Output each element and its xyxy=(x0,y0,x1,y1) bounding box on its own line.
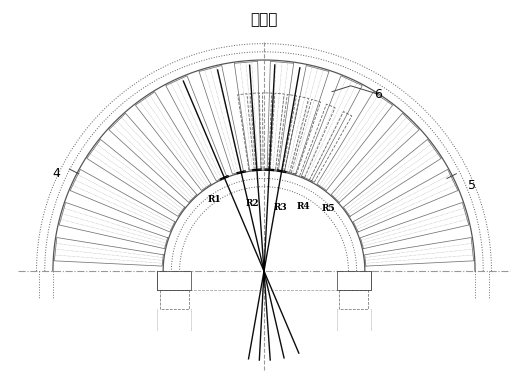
Text: 5: 5 xyxy=(468,179,476,192)
Text: 6: 6 xyxy=(374,88,382,101)
Text: 4: 4 xyxy=(52,167,60,180)
Text: R1: R1 xyxy=(208,195,222,204)
Text: R4: R4 xyxy=(297,202,310,211)
Text: R2: R2 xyxy=(246,198,259,208)
Text: R3: R3 xyxy=(274,203,287,212)
Text: R5: R5 xyxy=(322,204,335,214)
Text: 図１８: 図１８ xyxy=(250,12,278,28)
